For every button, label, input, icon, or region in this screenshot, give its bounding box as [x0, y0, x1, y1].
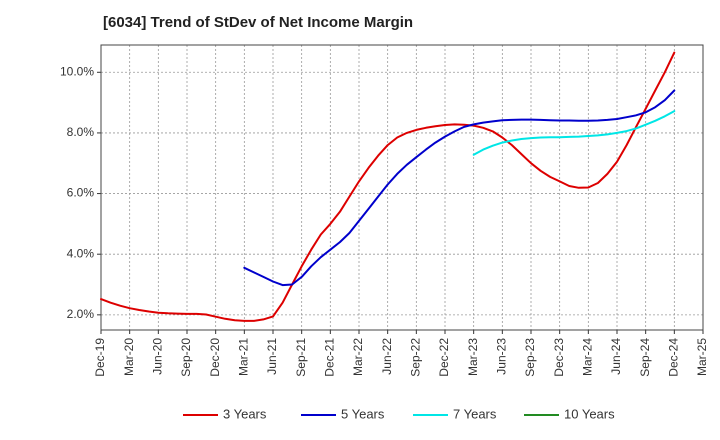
series-line-7-years [472, 110, 676, 156]
y-tick-label: 10.0% [60, 64, 94, 78]
x-tick-label: Sep-23 [523, 338, 537, 377]
series-line-5-years [243, 89, 676, 287]
x-tick-label: Mar-20 [122, 338, 136, 376]
y-tick-label: 6.0% [67, 186, 95, 200]
x-tick-label: Mar-23 [466, 338, 480, 376]
x-tick-label: Jun-24 [609, 338, 623, 375]
x-tick-label: Dec-20 [208, 338, 222, 377]
x-tick-label: Dec-19 [93, 338, 107, 377]
x-tick-label: Mar-22 [351, 338, 365, 376]
y-tick-label: 2.0% [67, 307, 95, 321]
axis-layer: Dec-19 Mar-20 Jun-20 Sep-20 Dec-20 Mar-21 Jun-… [60, 44, 709, 377]
y-tick-label: 4.0% [67, 246, 95, 260]
x-tick-label: Jun-22 [380, 338, 394, 375]
chart-title: [6034] Trend of StDev of Net Income Marg… [103, 14, 414, 31]
series-line-3-years [100, 51, 676, 322]
x-tick-label: Jun-23 [495, 338, 509, 375]
x-tick-label: Dec-22 [437, 338, 451, 377]
legend: 3 Years 5 Years 7 Years 10 Years [183, 406, 615, 421]
x-tick-label: Dec-24 [667, 338, 681, 377]
legend-label: 7 Years [453, 406, 497, 421]
x-tick-label: Jun-20 [151, 338, 165, 375]
x-tick-label: Dec-23 [552, 338, 566, 377]
legend-label: 10 Years [564, 406, 615, 421]
x-tick-label: Sep-20 [179, 338, 193, 377]
x-tick-label: Mar-24 [581, 338, 595, 376]
grid-layer [101, 45, 703, 330]
legend-label: 5 Years [341, 406, 385, 421]
x-tick-label: Jun-21 [265, 338, 279, 375]
plot-frame [100, 44, 704, 331]
x-tick-label: Sep-22 [409, 338, 423, 377]
x-tick-label: Mar-21 [237, 338, 251, 376]
x-tick-label: Sep-21 [294, 338, 308, 377]
x-tick-label: Sep-24 [638, 338, 652, 377]
y-tick-label: 8.0% [67, 125, 95, 139]
x-tick-label: Dec-21 [323, 338, 337, 377]
legend-label: 3 Years [223, 406, 267, 421]
plot-background [101, 45, 703, 330]
series-layer [100, 51, 676, 322]
x-tick-label: Mar-25 [695, 338, 709, 376]
